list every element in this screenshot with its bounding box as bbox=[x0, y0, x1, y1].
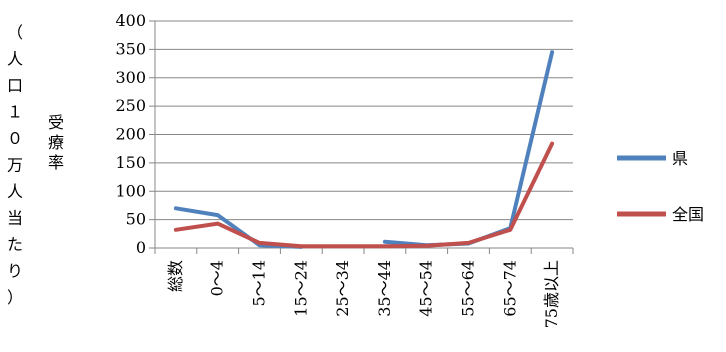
x-tick-label: 55～64 bbox=[459, 260, 478, 317]
x-tick-label: 65～74 bbox=[500, 260, 519, 317]
y-axis-label-text: 受療率 bbox=[48, 113, 64, 172]
x-tick-label: 15～24 bbox=[291, 260, 310, 317]
y-axis-unit-label: （人口１０万人当たり） bbox=[7, 23, 23, 307]
x-tick-label: 5～14 bbox=[250, 260, 269, 307]
series-line-2 bbox=[173, 141, 555, 249]
x-tick-labels: 総数 0～4 5～14 15～24 25～34 35～44 45～54 55～64 65～74 7… bbox=[166, 260, 561, 328]
legend-label-2: 全国 bbox=[672, 205, 704, 224]
y-tick-label: 200 bbox=[115, 125, 146, 144]
y-tick-label: 150 bbox=[115, 153, 146, 172]
y-tick-label: 350 bbox=[115, 39, 146, 58]
x-tick-label: 35～44 bbox=[375, 260, 394, 317]
x-tick-label: 45～54 bbox=[417, 260, 436, 317]
y-tick-labels: 0 50 100 150 200 250 300 350 400 bbox=[115, 11, 146, 257]
y-tick-label: 0 bbox=[136, 238, 146, 257]
series-line-1 bbox=[382, 50, 555, 248]
y-tick-label: 50 bbox=[126, 210, 146, 229]
y-tick-label: 100 bbox=[115, 181, 146, 200]
y-axis-unit-text: （人口１０万人当たり） bbox=[7, 23, 23, 307]
x-tick-label: 0～4 bbox=[208, 260, 227, 296]
grid bbox=[155, 20, 573, 221]
y-tick-label: 250 bbox=[115, 96, 146, 115]
y-tick-label: 300 bbox=[115, 68, 146, 87]
legend-label-1: 県 bbox=[672, 149, 688, 168]
x-tick-label: 25～34 bbox=[333, 260, 352, 317]
y-tick-label: 400 bbox=[115, 11, 146, 30]
axes bbox=[149, 20, 574, 254]
x-tick-label: 総数 bbox=[166, 260, 185, 292]
series-lines bbox=[173, 50, 555, 249]
y-axis-label: 受療率 bbox=[48, 113, 64, 172]
legend: 県全国 bbox=[617, 149, 704, 224]
x-tick-label: 75歳以上 bbox=[542, 260, 561, 328]
